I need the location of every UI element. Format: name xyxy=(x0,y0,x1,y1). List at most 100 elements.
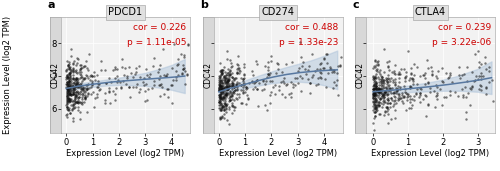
Point xyxy=(218,91,226,93)
Point xyxy=(370,87,378,90)
Point xyxy=(410,74,418,77)
Point xyxy=(224,80,232,83)
Point xyxy=(220,109,228,111)
Point xyxy=(183,72,191,75)
Point xyxy=(336,64,344,67)
Point xyxy=(228,84,236,87)
Point xyxy=(320,58,328,61)
Point xyxy=(223,71,231,74)
Point xyxy=(72,79,80,82)
Point xyxy=(69,91,77,94)
Point xyxy=(102,82,110,85)
Point xyxy=(66,54,74,57)
Point xyxy=(232,89,239,92)
Point xyxy=(398,94,406,96)
Point xyxy=(475,66,483,69)
Point xyxy=(370,75,378,78)
Point xyxy=(63,74,71,77)
Point xyxy=(406,94,413,97)
Point xyxy=(432,75,440,77)
Point xyxy=(390,84,398,87)
Point xyxy=(254,79,262,81)
Point xyxy=(65,86,73,89)
Point xyxy=(80,92,88,95)
Point xyxy=(68,108,76,111)
Point xyxy=(216,88,224,90)
Point xyxy=(390,95,398,98)
Point xyxy=(400,95,407,98)
Point xyxy=(62,88,70,90)
Point xyxy=(222,93,230,96)
Point xyxy=(68,87,76,89)
Point xyxy=(74,100,82,103)
Point xyxy=(69,74,77,77)
Point xyxy=(263,109,271,112)
Point xyxy=(218,68,226,71)
Point xyxy=(390,69,398,72)
Point xyxy=(386,118,394,121)
Point xyxy=(216,74,224,76)
Point xyxy=(458,74,466,77)
Point xyxy=(78,82,86,84)
Point xyxy=(403,95,411,98)
Point xyxy=(372,73,380,75)
Point xyxy=(215,94,223,96)
Point xyxy=(68,88,76,91)
Point xyxy=(66,85,74,87)
Point xyxy=(462,80,470,83)
Point xyxy=(224,79,232,81)
Point xyxy=(66,66,74,69)
Point xyxy=(477,71,485,74)
Point xyxy=(225,122,233,125)
Point xyxy=(183,74,191,76)
Point xyxy=(216,85,224,87)
Point xyxy=(72,78,80,81)
Point xyxy=(273,62,281,64)
Point xyxy=(63,113,71,116)
Point xyxy=(379,100,387,102)
Point xyxy=(471,79,479,82)
Text: p = 1.11e-05: p = 1.11e-05 xyxy=(126,38,186,47)
Point xyxy=(218,85,226,88)
Point xyxy=(370,79,378,82)
Point xyxy=(434,92,442,94)
Point xyxy=(72,93,80,96)
Point xyxy=(222,83,230,86)
Point xyxy=(72,93,80,96)
Point xyxy=(224,88,232,91)
Point xyxy=(383,107,391,109)
Point xyxy=(371,110,379,113)
Point xyxy=(396,96,404,99)
Point xyxy=(322,77,330,80)
Point xyxy=(65,99,73,102)
Text: p = 1.33e-23: p = 1.33e-23 xyxy=(280,38,338,47)
Point xyxy=(62,90,70,93)
Point xyxy=(73,76,81,79)
Point xyxy=(371,87,379,89)
Point xyxy=(456,77,464,79)
Point xyxy=(63,74,71,77)
Point xyxy=(142,82,150,85)
Point xyxy=(424,81,432,83)
Point xyxy=(369,94,377,97)
Point xyxy=(384,65,392,68)
Point xyxy=(254,82,262,85)
Point xyxy=(78,103,86,106)
Point xyxy=(228,64,236,67)
Point xyxy=(408,67,416,70)
Point xyxy=(217,78,225,81)
Point xyxy=(68,93,76,96)
Point xyxy=(112,93,120,95)
Point xyxy=(460,93,468,96)
Point xyxy=(381,89,389,92)
Point xyxy=(402,76,409,79)
Point xyxy=(226,72,234,75)
Point xyxy=(232,97,240,100)
Point xyxy=(309,74,317,76)
Point xyxy=(64,84,72,87)
Point xyxy=(64,100,72,102)
Point xyxy=(64,80,72,82)
Point xyxy=(84,111,92,114)
Point xyxy=(442,96,450,98)
Point xyxy=(406,86,413,88)
